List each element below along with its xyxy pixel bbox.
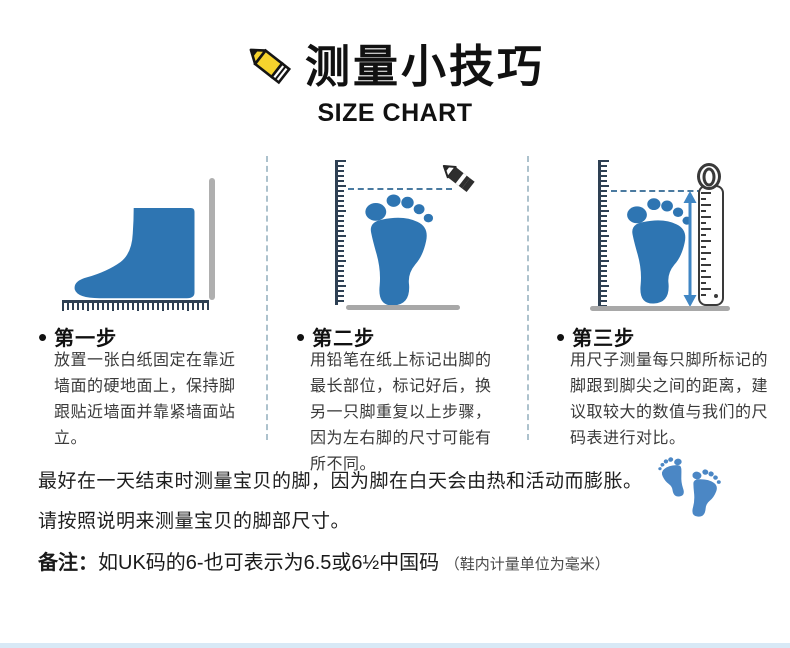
step2-label: 第二步 [312,328,376,350]
step3-text: 用尺子测量每只脚所标记的脚跟到脚尖之间的距离，建议取较大的数值与我们的尺码表进行… [570,352,769,447]
note-text: 如UK码的6-也可表示为6.5或6½中国码 [98,552,440,574]
step1-text: 放置一张白纸固定在靠近墙面的硬地面上，保持脚跟贴近墙面并靠紧墙面站立。 [54,352,236,447]
measurement-tips: 最好在一天结束时测量宝贝的脚，因为脚在白天会由热和活动而膨胀。 请按照说明来测量… [38,466,648,546]
step-bullet: • [556,321,566,352]
header: 测量小技巧 SIZE CHART [0,30,790,128]
vertical-ruler [598,160,609,307]
footprints-icon [656,454,732,520]
vertical-ruler [335,160,346,305]
floor-ruler [62,300,209,311]
foot-profile-graphic [74,207,195,299]
baseline-bar [346,305,460,310]
footprint-small [656,454,690,500]
pencil-icon [442,164,475,193]
step3-illustration [590,155,750,315]
step3-label: 第三步 [572,328,636,350]
footprint-large [685,467,723,520]
step-bullet: • [38,321,48,352]
page-title: 测量小技巧 [304,41,545,92]
step1-label: 第一步 [54,328,118,350]
step3-heading: • 第三步 [556,322,635,351]
measure-arrow [683,191,697,307]
column-divider [527,156,529,440]
size-note: 备注：如UK码的6-也可表示为6.5或6½中国码 （鞋内计量单位为毫米） [38,546,610,575]
wall-bar [209,178,215,300]
tape-measure-icon [698,185,724,306]
tips-line1: 最好在一天结束时测量宝贝的脚，因为脚在白天会由热和活动而膨胀。 [38,471,643,492]
step1-illustration [42,172,222,317]
note-label: 备注： [38,552,98,574]
measure-dash-line [611,190,703,192]
measure-dash-line [348,188,452,190]
step-bullet: • [296,321,306,352]
tape-measure-roll [697,163,721,190]
pencil-icon [249,48,292,84]
bottom-strip [0,643,790,648]
baseline-bar [590,306,730,311]
step2-heading: • 第二步 [296,322,375,351]
step2-illustration [330,155,495,315]
note-suffix: （鞋内计量单位为毫米） [444,556,610,573]
page-subtitle: SIZE CHART [317,99,473,127]
tips-line2: 请按照说明来测量宝贝的脚部尺寸。 [38,511,351,532]
step1-heading: • 第一步 [38,322,117,351]
step2-text: 用铅笔在纸上标记出脚的最长部位，标记好后，换另一只脚重复以上步骤，因为左右脚的尺… [310,352,492,473]
footprint-graphic [365,194,434,306]
column-divider [266,156,268,440]
